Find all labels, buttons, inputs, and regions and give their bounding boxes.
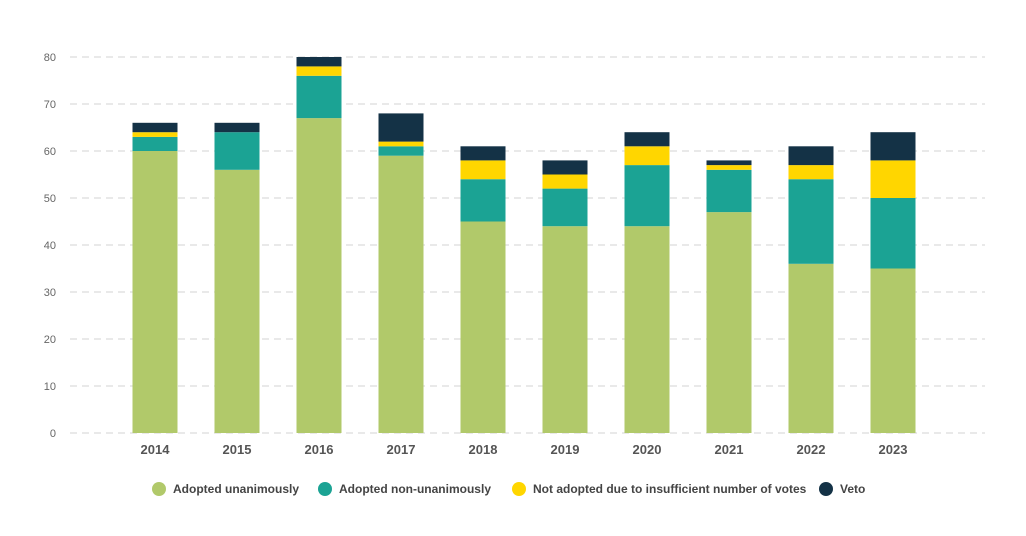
y-tick-label: 10 xyxy=(44,381,56,393)
bar-segment-not-adopted-due-to-insufficient-number-of-votes-2018 xyxy=(460,160,506,180)
x-tick-label: 2016 xyxy=(305,442,334,457)
bar-segment-veto-2019 xyxy=(542,160,588,175)
legend-swatch xyxy=(819,482,833,496)
bar-stack-2023 xyxy=(870,132,916,433)
legend-label: Adopted unanimously xyxy=(173,482,299,496)
y-axis-ticks: 0 10 20 30 40 50 60 70 80 xyxy=(44,52,56,440)
bar-segment-not-adopted-due-to-insufficient-number-of-votes-2022 xyxy=(788,165,834,180)
x-tick-label: 2014 xyxy=(141,442,171,457)
x-tick-label: 2020 xyxy=(633,442,662,457)
x-tick-label: 2021 xyxy=(715,442,744,457)
x-tick-label: 2017 xyxy=(387,442,416,457)
x-tick-label: 2018 xyxy=(469,442,498,457)
bar-segment-not-adopted-due-to-insufficient-number-of-votes-2023 xyxy=(870,160,916,198)
bar-segment-adopted-unanimously-2021 xyxy=(706,212,752,433)
y-tick-label: 60 xyxy=(44,146,56,158)
bar-segment-adopted-non-unanimously-2014 xyxy=(132,136,178,151)
bar-segment-veto-2016 xyxy=(296,57,342,67)
y-tick-label: 40 xyxy=(44,240,56,252)
legend-item: Not adopted due to insufficient number o… xyxy=(512,482,807,496)
y-tick-label: 80 xyxy=(44,52,56,64)
bar-segment-adopted-non-unanimously-2023 xyxy=(870,198,916,269)
legend-item: Adopted non-unanimously xyxy=(318,482,491,496)
y-tick-label: 50 xyxy=(44,193,56,205)
legend-item: Adopted unanimously xyxy=(152,482,299,496)
bar-segment-adopted-non-unanimously-2016 xyxy=(296,75,342,119)
bar-segment-veto-2017 xyxy=(378,113,424,142)
bar-stack-2014 xyxy=(132,122,178,433)
bar-stack-2020 xyxy=(624,132,670,433)
bar-segment-veto-2018 xyxy=(460,146,506,161)
bar-segment-adopted-non-unanimously-2018 xyxy=(460,179,506,222)
bar-segment-adopted-unanimously-2019 xyxy=(542,226,588,433)
bar-segment-adopted-non-unanimously-2015 xyxy=(214,132,260,170)
bar-segment-adopted-unanimously-2022 xyxy=(788,263,834,433)
bar-segment-not-adopted-due-to-insufficient-number-of-votes-2017 xyxy=(378,141,424,147)
bar-segment-adopted-non-unanimously-2021 xyxy=(706,169,752,213)
bar-stack-2015 xyxy=(214,122,260,434)
bar-stack-2019 xyxy=(542,160,588,433)
y-tick-label: 30 xyxy=(44,287,56,299)
y-tick-label: 70 xyxy=(44,99,56,111)
bar-segment-not-adopted-due-to-insufficient-number-of-votes-2016 xyxy=(296,66,342,76)
y-tick-label: 20 xyxy=(44,334,56,346)
bar-segment-veto-2020 xyxy=(624,132,670,147)
bar-segment-adopted-unanimously-2016 xyxy=(296,118,342,433)
bar-segment-adopted-unanimously-2017 xyxy=(378,155,424,433)
x-tick-label: 2023 xyxy=(879,442,908,457)
bar-segment-adopted-unanimously-2018 xyxy=(460,221,506,433)
bar-segment-adopted-non-unanimously-2017 xyxy=(378,146,424,156)
legend-swatch xyxy=(152,482,166,496)
bar-segment-not-adopted-due-to-insufficient-number-of-votes-2021 xyxy=(706,165,752,170)
bar-segment-adopted-non-unanimously-2020 xyxy=(624,165,670,227)
bar-stack-2018 xyxy=(460,146,506,433)
legend-label: Veto xyxy=(840,482,865,496)
bar-stack-2017 xyxy=(378,113,424,433)
bar-segment-not-adopted-due-to-insufficient-number-of-votes-2014 xyxy=(132,132,178,137)
legend-swatch xyxy=(512,482,526,496)
gridlines xyxy=(70,56,985,434)
bar-segment-veto-2015 xyxy=(214,122,260,133)
legend: Adopted unanimously Adopted non-unanimous… xyxy=(152,482,865,496)
legend-label: Adopted non-unanimously xyxy=(339,482,491,496)
bar-segment-adopted-unanimously-2015 xyxy=(214,169,260,434)
bar-segment-adopted-non-unanimously-2019 xyxy=(542,188,588,227)
y-tick-label: 0 xyxy=(50,428,56,440)
bar-segment-veto-2021 xyxy=(706,160,752,166)
bar-segment-veto-2022 xyxy=(788,146,834,166)
bar-segment-veto-2014 xyxy=(132,122,178,133)
bar-segment-veto-2023 xyxy=(870,132,916,161)
x-tick-label: 2022 xyxy=(797,442,826,457)
bar-segment-not-adopted-due-to-insufficient-number-of-votes-2020 xyxy=(624,146,670,166)
bar-stack-2016 xyxy=(296,57,342,433)
legend-swatch xyxy=(318,482,332,496)
bar-segment-not-adopted-due-to-insufficient-number-of-votes-2019 xyxy=(542,174,588,189)
x-axis-labels: 2014 2015 2016 2017 2018 2019 2020 2021 2022 2023 xyxy=(141,442,908,457)
bar-stack-2022 xyxy=(788,146,834,433)
bars xyxy=(132,57,916,434)
bar-segment-adopted-unanimously-2020 xyxy=(624,226,670,433)
bar-stack-2021 xyxy=(706,160,752,433)
x-tick-label: 2015 xyxy=(223,442,252,457)
legend-item: Veto xyxy=(819,482,865,496)
bar-segment-adopted-unanimously-2014 xyxy=(132,151,178,433)
legend-label: Not adopted due to insufficient number o… xyxy=(533,482,807,496)
x-tick-label: 2019 xyxy=(551,442,580,457)
bar-segment-adopted-unanimously-2023 xyxy=(870,268,916,433)
bar-segment-adopted-non-unanimously-2022 xyxy=(788,179,834,264)
